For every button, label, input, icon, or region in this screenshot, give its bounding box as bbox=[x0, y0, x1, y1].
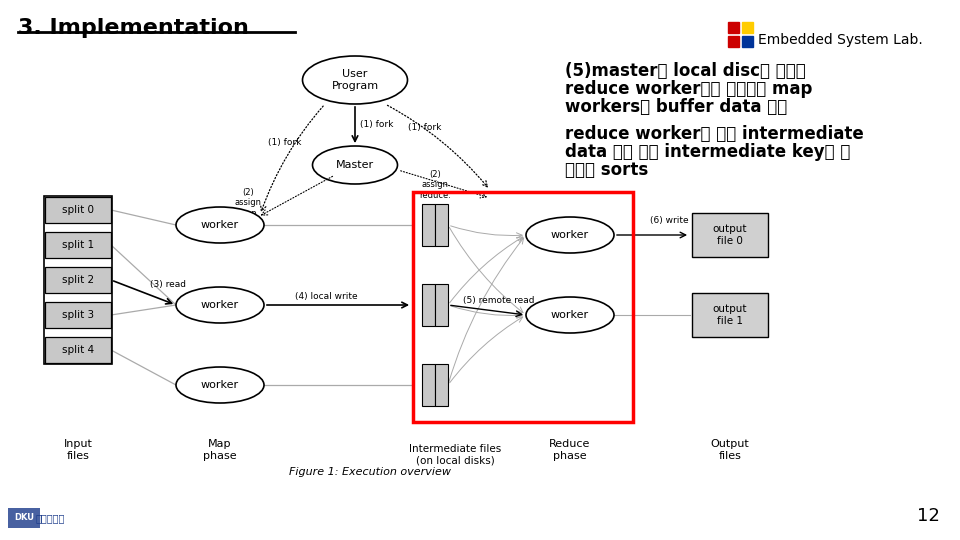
Text: split 0: split 0 bbox=[62, 205, 94, 215]
Ellipse shape bbox=[176, 367, 264, 403]
Text: 단국대학교: 단국대학교 bbox=[36, 513, 64, 523]
Text: Master: Master bbox=[336, 160, 374, 170]
Text: (4) local write: (4) local write bbox=[295, 292, 358, 300]
Text: reduce worker에게 통보하면 map: reduce worker에게 통보하면 map bbox=[565, 80, 812, 98]
Text: (1) fork: (1) fork bbox=[268, 138, 301, 147]
Text: Output
files: Output files bbox=[710, 439, 750, 461]
Bar bbox=[435, 204, 448, 246]
Text: split 3: split 3 bbox=[62, 310, 94, 320]
Text: (2)
assign
reduce.: (2) assign reduce. bbox=[420, 170, 451, 200]
Text: reduce worker가 모든 intermediate: reduce worker가 모든 intermediate bbox=[565, 125, 864, 143]
Bar bbox=[45, 197, 111, 223]
Text: worker: worker bbox=[551, 310, 589, 320]
Text: split 1: split 1 bbox=[62, 240, 94, 250]
Ellipse shape bbox=[526, 217, 614, 253]
Text: 3. Implementation: 3. Implementation bbox=[18, 18, 249, 38]
Bar bbox=[435, 284, 448, 326]
Text: 12: 12 bbox=[917, 507, 940, 525]
Text: Intermediate files
(on local disks): Intermediate files (on local disks) bbox=[409, 444, 501, 466]
Text: (5) remote read: (5) remote read bbox=[463, 295, 535, 305]
Ellipse shape bbox=[526, 297, 614, 333]
Text: worker: worker bbox=[201, 300, 239, 310]
Bar bbox=[435, 364, 448, 406]
Bar bbox=[742, 36, 753, 47]
Text: Embedded System Lab.: Embedded System Lab. bbox=[758, 33, 923, 47]
Text: 준으로 sorts: 준으로 sorts bbox=[565, 161, 648, 179]
Bar bbox=[45, 337, 111, 363]
Text: worker: worker bbox=[201, 220, 239, 230]
Text: (5)master가 local disc의 위치를: (5)master가 local disc의 위치를 bbox=[565, 62, 805, 80]
Text: (3) read: (3) read bbox=[150, 280, 186, 289]
Text: DKU: DKU bbox=[14, 514, 34, 523]
Bar bbox=[728, 36, 739, 47]
Text: worker: worker bbox=[551, 230, 589, 240]
Text: Map
phase: Map phase bbox=[204, 439, 237, 461]
Text: split 4: split 4 bbox=[62, 345, 94, 355]
Ellipse shape bbox=[302, 56, 407, 104]
Bar bbox=[692, 293, 768, 337]
Text: data 읽을 경우 intermediate key를 기: data 읽을 경우 intermediate key를 기 bbox=[565, 143, 851, 161]
Text: split 2: split 2 bbox=[62, 275, 94, 285]
Bar bbox=[8, 508, 40, 528]
Text: output
file 1: output file 1 bbox=[712, 304, 747, 326]
Bar bbox=[692, 213, 768, 257]
Bar bbox=[422, 204, 435, 246]
Bar bbox=[742, 22, 753, 33]
Bar bbox=[45, 232, 111, 258]
Bar bbox=[44, 196, 112, 364]
Bar bbox=[413, 192, 633, 422]
Text: Input
files: Input files bbox=[63, 439, 92, 461]
Text: User
Program: User Program bbox=[331, 69, 378, 91]
Bar bbox=[45, 302, 111, 328]
Bar bbox=[45, 267, 111, 293]
Ellipse shape bbox=[313, 146, 397, 184]
Text: (6) write: (6) write bbox=[650, 215, 688, 225]
Ellipse shape bbox=[176, 207, 264, 243]
Text: Reduce
phase: Reduce phase bbox=[549, 439, 590, 461]
Bar bbox=[422, 284, 435, 326]
Text: workers의 buffer data 읽을: workers의 buffer data 읽을 bbox=[565, 98, 787, 116]
Text: worker: worker bbox=[201, 380, 239, 390]
Text: (1) fork: (1) fork bbox=[408, 123, 442, 132]
Text: output
file 0: output file 0 bbox=[712, 224, 747, 246]
Bar bbox=[422, 364, 435, 406]
Text: Figure 1: Execution overview: Figure 1: Execution overview bbox=[289, 467, 451, 477]
Ellipse shape bbox=[176, 287, 264, 323]
Bar bbox=[728, 22, 739, 33]
Text: (1) fork: (1) fork bbox=[360, 120, 394, 130]
Text: (2)
assign
map: (2) assign map bbox=[234, 188, 261, 218]
